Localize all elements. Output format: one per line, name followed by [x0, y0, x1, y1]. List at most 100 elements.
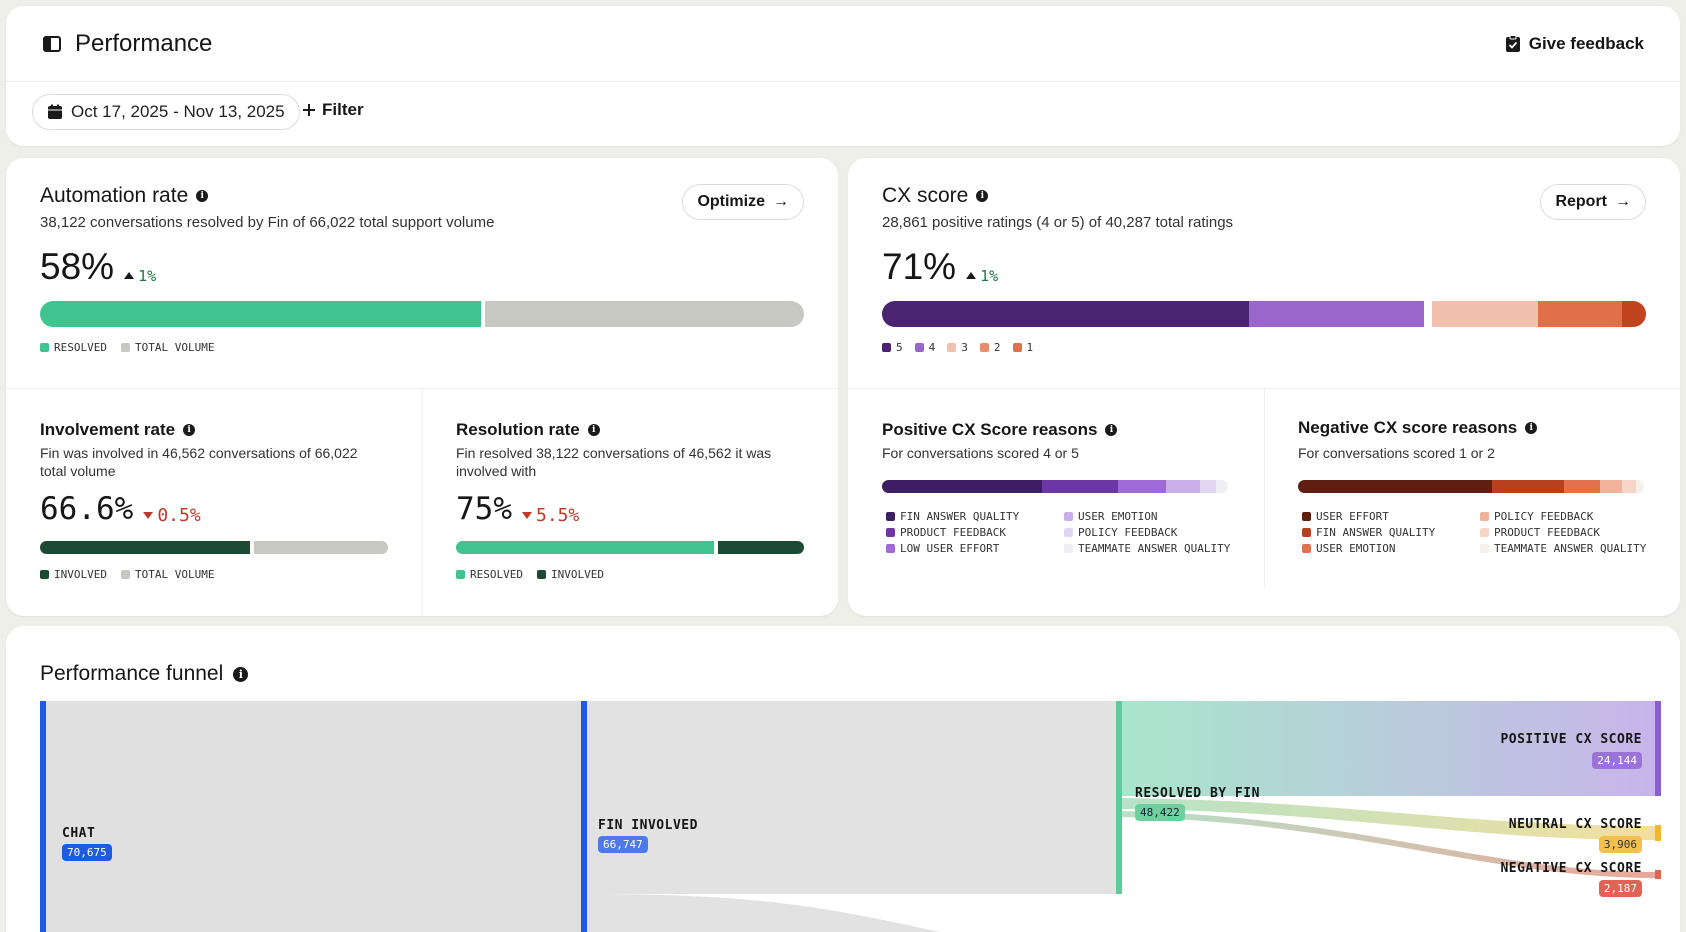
- legend-score-1: 1: [1012, 341, 1034, 354]
- report-button[interactable]: Report →: [1540, 184, 1646, 220]
- legend-involved-label: INVOLVED: [54, 568, 107, 581]
- info-icon[interactable]: i: [196, 190, 209, 202]
- optimize-button[interactable]: Optimize →: [682, 184, 804, 220]
- legend-total-volume-label: TOTAL VOLUME: [134, 341, 215, 354]
- reason-policy-feedback: POLICY FEEDBACK: [1064, 526, 1242, 539]
- legend-resolved: RESOLVED: [40, 341, 107, 354]
- negative-reasons-title-text: Negative CX score reasons: [1298, 418, 1518, 437]
- involvement-rate-value-row: 66.6% 0.5%: [40, 491, 201, 527]
- resolution-rate-value-row: 75% 5.5%: [456, 491, 579, 527]
- up-arrow-icon: [966, 272, 977, 279]
- positive-reasons-bar: [882, 480, 1228, 493]
- negative-fin-answer-segment: [1492, 480, 1564, 493]
- reason-policy-feedback: POLICY FEEDBACK: [1480, 510, 1658, 523]
- negative-reasons-bar: [1298, 480, 1644, 493]
- legend-total-volume: TOTAL VOLUME: [120, 341, 215, 354]
- legend-total-volume: TOTAL VOLUME: [120, 568, 214, 581]
- legend-score-4-label: 4: [928, 341, 936, 354]
- legend-score-4: 4: [914, 341, 936, 354]
- node-bar-neutral[interactable]: [1655, 825, 1661, 841]
- automation-rate-title-text: Automation rate: [40, 184, 189, 207]
- positive-reasons-title-text: Positive CX Score reasons: [882, 420, 1098, 439]
- automation-rate-subtitle: 38,122 conversations resolved by Fin of …: [40, 214, 495, 231]
- down-arrow-icon: [522, 512, 532, 519]
- negative-product-feedback-segment: [1622, 480, 1636, 493]
- legend-score-5: 5: [882, 341, 903, 354]
- info-icon[interactable]: i: [1525, 422, 1538, 434]
- involvement-rate-value: 66.6%: [40, 491, 134, 527]
- reason-teammate-answer-quality: TEAMMATE ANSWER QUALITY: [1064, 542, 1242, 555]
- date-range-text: Oct 17, 2025 - Nov 13, 2025: [71, 102, 285, 121]
- funnel-value-negative: 2,187: [1598, 880, 1642, 897]
- arrow-right-icon: →: [1615, 193, 1631, 210]
- total-volume-segment: [253, 541, 388, 554]
- score-1-segment: [1622, 301, 1646, 327]
- reason-teammate-answer-quality: TEAMMATE ANSWER QUALITY: [1480, 542, 1658, 555]
- legend-score-5-label: 5: [896, 341, 903, 354]
- reason-user-emotion: USER EMOTION: [1302, 542, 1480, 555]
- give-feedback-label: Give feedback: [1528, 34, 1644, 53]
- performance-funnel-title: Performance funnel i: [40, 662, 249, 686]
- flow-fin-to-unresolved: [586, 894, 940, 932]
- cx-legend: 5 4 3 2 1: [882, 341, 1033, 354]
- resolution-rate-title-text: Resolution rate: [456, 420, 580, 439]
- automation-rate-title: Automation rate i: [40, 184, 209, 208]
- up-arrow-icon: [124, 272, 135, 279]
- legend-score-1-label: 1: [1026, 341, 1034, 354]
- info-icon[interactable]: i: [976, 190, 989, 202]
- add-filter-button[interactable]: Filter: [302, 100, 364, 120]
- page-title: Performance: [75, 30, 213, 57]
- score-3-segment: [1432, 301, 1538, 327]
- give-feedback-button[interactable]: Give feedback: [1505, 34, 1644, 54]
- funnel-label-negative: NEGATIVE CX SCORE: [1500, 861, 1642, 876]
- positive-product-feedback-segment: [1042, 480, 1118, 493]
- reason-label: FIN ANSWER QUALITY: [900, 510, 1020, 523]
- cx-score-value-row: 71% 1%: [882, 246, 998, 288]
- node-bar-negative[interactable]: [1655, 870, 1661, 879]
- positive-user-emotion-segment: [1166, 480, 1200, 493]
- funnel-value-chat: 70,675: [62, 844, 112, 861]
- funnel-diagram: [40, 701, 1661, 932]
- info-icon[interactable]: i: [587, 424, 600, 436]
- automation-rate-value-row: 58% 1%: [40, 246, 156, 288]
- info-icon[interactable]: i: [233, 666, 249, 682]
- cx-score-bar: [882, 301, 1646, 327]
- automation-rate-delta: 1%: [124, 267, 156, 285]
- involvement-rate-delta-text: 0.5%: [157, 505, 201, 526]
- info-icon[interactable]: i: [183, 424, 196, 436]
- resolution-rate-bar: [456, 541, 804, 554]
- reason-label: USER EFFORT: [1316, 510, 1389, 523]
- node-bar-chat[interactable]: [40, 701, 46, 932]
- calendar-icon: [48, 104, 62, 119]
- reason-label: LOW USER EFFORT: [900, 542, 1000, 555]
- cx-score-title-text: CX score: [882, 184, 969, 207]
- cx-score-value: 71%: [882, 246, 957, 287]
- cx-score-title: CX score i: [882, 184, 989, 208]
- involvement-rate-delta: 0.5%: [143, 505, 201, 526]
- flow-resolved-to-negative: [1120, 811, 1658, 878]
- sidebar-toggle-icon[interactable]: [42, 34, 62, 54]
- funnel-label-chat: CHAT: [62, 826, 96, 841]
- legend-resolved: RESOLVED: [456, 568, 523, 581]
- date-range-picker[interactable]: Oct 17, 2025 - Nov 13, 2025: [32, 94, 300, 130]
- reason-fin-answer-quality: FIN ANSWER QUALITY: [1302, 526, 1480, 539]
- reason-label: TEAMMATE ANSWER QUALITY: [1078, 542, 1231, 555]
- legend-resolved-label: RESOLVED: [470, 568, 523, 581]
- resolved-segment: [40, 301, 481, 327]
- header-card: Performance Give feedback Oct 17, 2025 -…: [6, 6, 1680, 146]
- node-bar-positive[interactable]: [1655, 701, 1661, 796]
- positive-reasons-legend: FIN ANSWER QUALITY USER EMOTION PRODUCT …: [886, 510, 1242, 555]
- info-icon[interactable]: i: [1105, 424, 1118, 436]
- flow-fin-to-resolved: [584, 701, 1120, 894]
- reason-label: PRODUCT FEEDBACK: [900, 526, 1006, 539]
- down-arrow-icon: [143, 512, 154, 519]
- reason-user-emotion: USER EMOTION: [1064, 510, 1242, 523]
- flow-resolved-to-neutral: [1120, 798, 1658, 840]
- reason-label: FIN ANSWER QUALITY: [1316, 526, 1436, 539]
- clipboard-icon: [1505, 35, 1520, 52]
- flow-chat-to-fin: [43, 701, 585, 932]
- node-bar-resolved[interactable]: [1116, 701, 1122, 894]
- reason-label: POLICY FEEDBACK: [1494, 510, 1594, 523]
- node-bar-fin-involved[interactable]: [581, 701, 587, 932]
- negative-user-emotion-segment: [1564, 480, 1600, 493]
